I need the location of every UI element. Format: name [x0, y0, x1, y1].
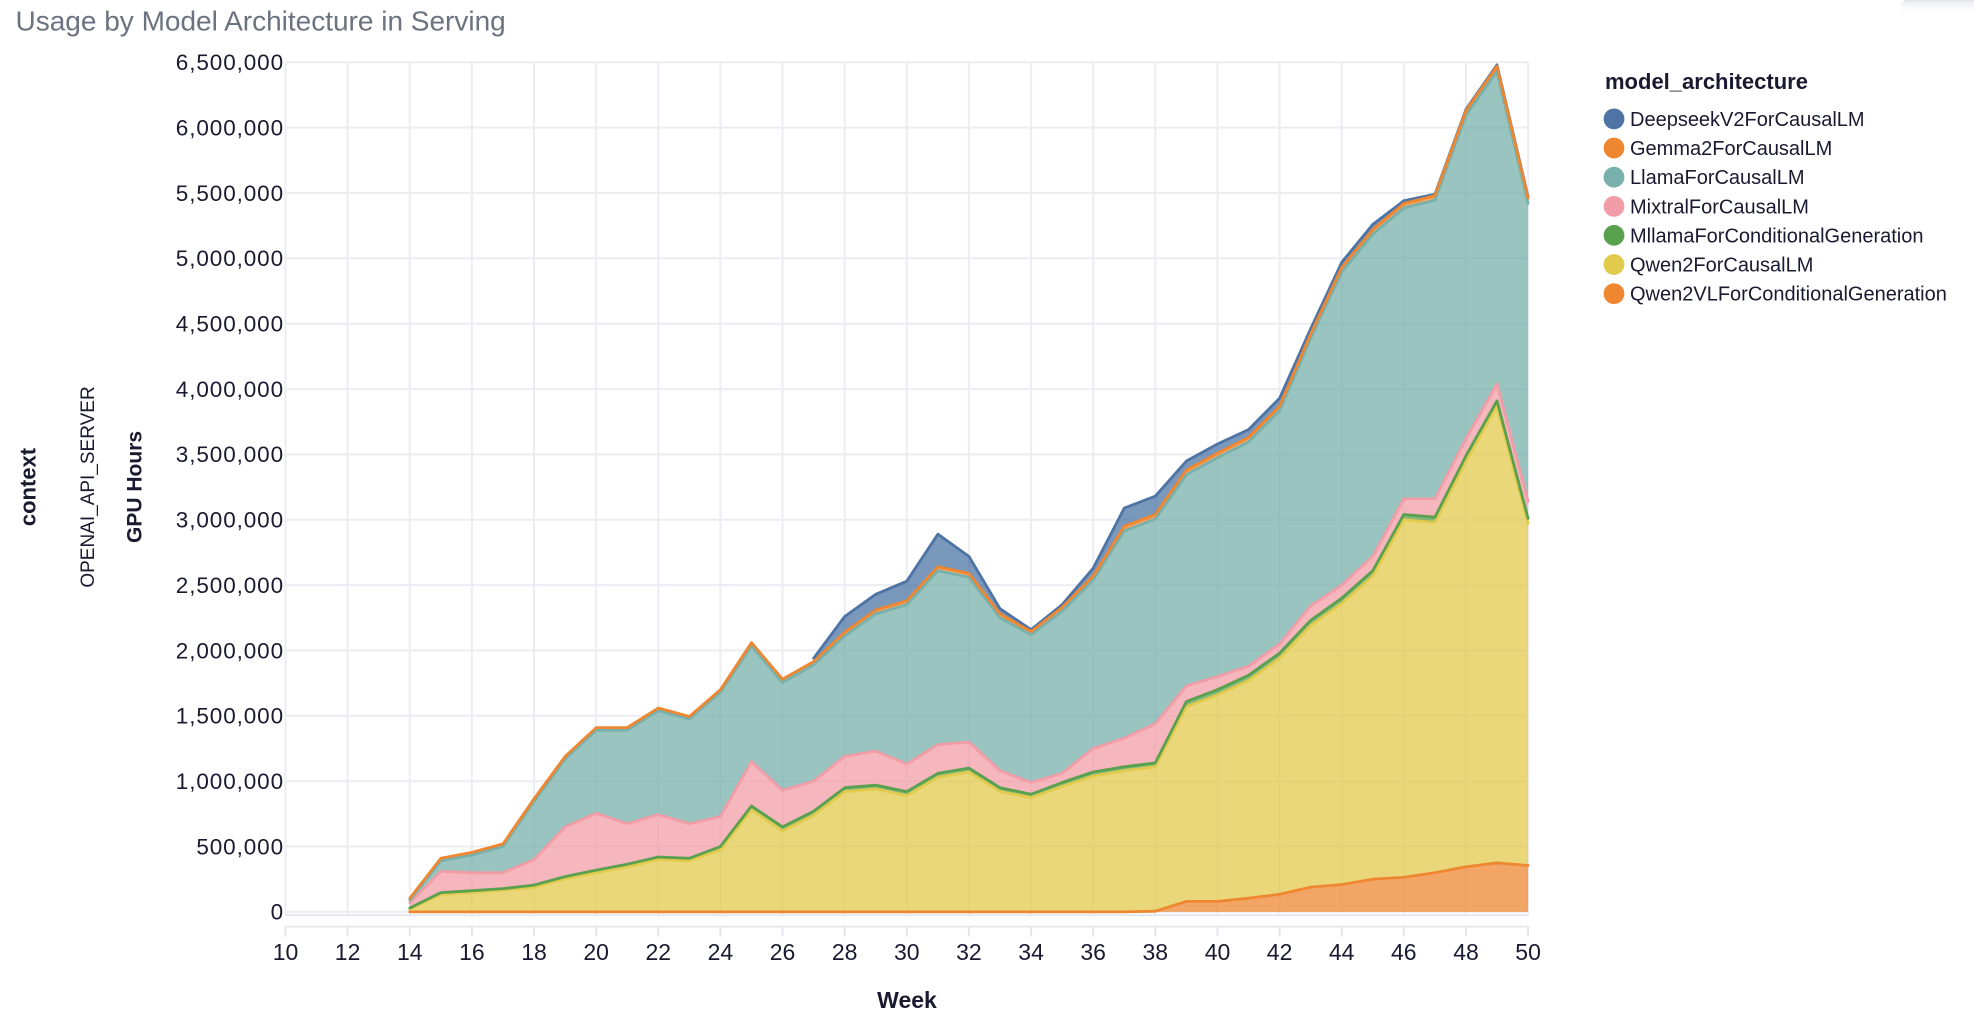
svg-text:24: 24 [708, 939, 734, 965]
svg-text:6,000,000: 6,000,000 [176, 115, 284, 140]
svg-text:36: 36 [1080, 939, 1106, 965]
svg-text:GPU Hours: GPU Hours [124, 431, 147, 543]
svg-text:4,000,000: 4,000,000 [176, 377, 284, 402]
svg-text:18: 18 [521, 939, 547, 965]
svg-text:3,500,000: 3,500,000 [176, 442, 284, 467]
svg-text:4,500,000: 4,500,000 [176, 312, 284, 337]
svg-text:50: 50 [1515, 939, 1541, 965]
svg-text:Week: Week [877, 987, 937, 1013]
svg-text:context: context [16, 447, 41, 526]
svg-text:OPENAI_API_SERVER: OPENAI_API_SERVER [78, 386, 99, 587]
svg-text:22: 22 [646, 939, 672, 965]
svg-text:30: 30 [894, 939, 920, 965]
svg-text:42: 42 [1267, 939, 1293, 965]
svg-text:1,000,000: 1,000,000 [176, 769, 284, 794]
svg-text:3,000,000: 3,000,000 [176, 508, 284, 533]
svg-text:MixtralForCausalLM: MixtralForCausalLM [1630, 196, 1809, 218]
svg-text:2,000,000: 2,000,000 [176, 638, 284, 663]
svg-text:34: 34 [1018, 939, 1044, 965]
svg-text:MllamaForConditionalGeneration: MllamaForConditionalGeneration [1630, 225, 1923, 247]
svg-text:48: 48 [1453, 939, 1479, 965]
svg-text:Qwen2ForCausalLM: Qwen2ForCausalLM [1630, 255, 1813, 277]
svg-text:26: 26 [770, 939, 796, 965]
svg-text:20: 20 [583, 939, 609, 965]
svg-text:5,500,000: 5,500,000 [176, 181, 284, 206]
svg-text:44: 44 [1329, 939, 1355, 965]
svg-text:2,500,000: 2,500,000 [176, 573, 284, 598]
svg-text:38: 38 [1143, 939, 1169, 965]
svg-text:6,500,000: 6,500,000 [176, 50, 284, 75]
svg-text:1,500,000: 1,500,000 [176, 704, 284, 729]
svg-text:Gemma2ForCausalLM: Gemma2ForCausalLM [1630, 138, 1832, 160]
svg-text:Qwen2VLForConditionalGeneratio: Qwen2VLForConditionalGeneration [1630, 284, 1947, 306]
svg-text:DeepseekV2ForCausalLM: DeepseekV2ForCausalLM [1630, 109, 1865, 131]
svg-text:46: 46 [1391, 939, 1417, 965]
svg-text:28: 28 [832, 939, 858, 965]
svg-text:Usage by Model Architecture in: Usage by Model Architecture in Serving [16, 6, 506, 37]
svg-text:16: 16 [459, 939, 485, 965]
svg-text:12: 12 [335, 939, 361, 965]
svg-text:10: 10 [273, 939, 299, 965]
svg-text:model_architecture: model_architecture [1605, 69, 1808, 94]
svg-text:0: 0 [271, 900, 284, 925]
svg-text:14: 14 [397, 939, 423, 965]
svg-text:5,000,000: 5,000,000 [176, 246, 284, 271]
svg-text:40: 40 [1205, 939, 1231, 965]
svg-text:LlamaForCausalLM: LlamaForCausalLM [1630, 167, 1805, 189]
svg-text:32: 32 [956, 939, 982, 965]
svg-text:500,000: 500,000 [196, 834, 284, 859]
